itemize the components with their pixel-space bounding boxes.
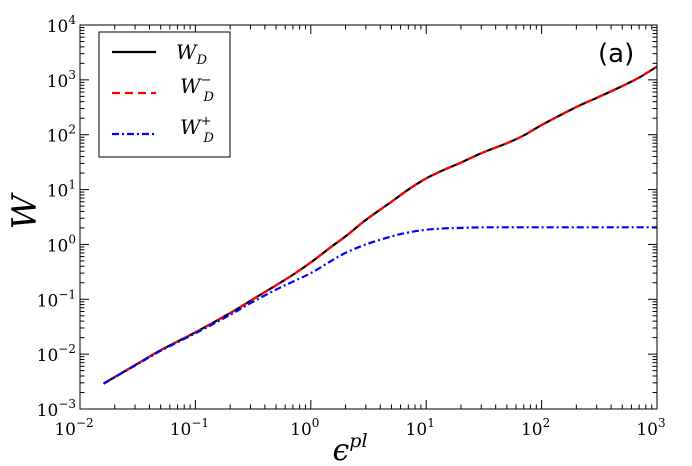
legend-entry-wd-sub: D	[196, 53, 208, 68]
x-tick-label-base: 10	[290, 420, 312, 440]
y-tick-label-exp: 3	[68, 68, 76, 82]
legend-entry-wd-plus: W+ D	[180, 114, 214, 146]
plot-frame	[79, 24, 658, 410]
x-tick-label: 10−2	[54, 416, 93, 440]
y-tick-label-base: 10	[47, 17, 69, 37]
y-tick-label-exp: 4	[68, 13, 76, 27]
y-tick-label: 10−3	[37, 397, 76, 421]
legend-entry-wd-minus-sub: D	[202, 90, 214, 105]
x-axis-label-base: ϵ	[332, 433, 349, 466]
y-tick-label-exp: 1	[68, 178, 76, 192]
x-tick-label-exp: −1	[191, 416, 209, 430]
y-tick-label: 102	[47, 123, 76, 147]
legend-entry-wd-plus-main: W	[180, 115, 202, 139]
legend-entry-wd-minus-main: W	[180, 74, 202, 98]
y-tick-label: 100	[47, 232, 76, 256]
x-tick-label-base: 10	[406, 420, 428, 440]
x-tick-label-base: 10	[521, 420, 543, 440]
y-tick-label-exp: −1	[58, 287, 76, 301]
x-tick-label-exp: 0	[312, 416, 320, 430]
x-tick-labels: 10−2 10−1 100 101 102 103	[54, 416, 665, 440]
y-tick-label-base: 10	[47, 127, 69, 147]
y-tick-label-base: 10	[37, 401, 59, 421]
x-tick-label-base: 10	[636, 420, 658, 440]
y-tick-label: 101	[47, 178, 76, 202]
y-tick-label-base: 10	[47, 236, 69, 256]
legend-entry-wd-main: W	[176, 40, 198, 64]
x-tick-label: 101	[406, 416, 435, 440]
x-axis-label-sup: pl	[349, 430, 367, 452]
tick-layer	[79, 25, 657, 410]
x-tick-label-exp: −2	[76, 416, 94, 430]
legend-entry-wd-minus-sup: −	[201, 73, 212, 88]
x-tick-label-exp: 2	[543, 416, 551, 430]
x-tick-label-exp: 1	[427, 416, 435, 430]
series-wd-minus-line	[103, 65, 658, 385]
legend-entry-wd: WD	[176, 40, 208, 68]
panel-label: (a)	[598, 39, 634, 69]
y-tick-label-base: 10	[37, 346, 59, 366]
x-tick-label-base: 10	[170, 420, 192, 440]
legend: WD W− D W+ D	[98, 31, 231, 158]
y-tick-label-base: 10	[47, 182, 69, 202]
x-tick-label-exp: 3	[658, 416, 666, 430]
x-tick-label: 100	[290, 416, 319, 440]
y-tick-label: 104	[47, 13, 77, 37]
y-tick-label-exp: 2	[68, 123, 76, 137]
y-tick-label: 103	[47, 68, 76, 92]
x-tick-label: 103	[636, 416, 665, 440]
y-tick-label-base: 10	[37, 291, 59, 311]
y-tick-label: 10−2	[37, 342, 76, 366]
y-tick-label-base: 10	[47, 72, 69, 92]
x-tick-label: 102	[521, 416, 550, 440]
series-layer	[103, 65, 658, 385]
y-axis-label: W	[5, 191, 45, 229]
y-tick-label-exp: −3	[58, 397, 76, 411]
x-tick-label: 10−1	[170, 416, 209, 440]
series-wd-plus-line	[103, 226, 657, 385]
y-tick-label-exp: 0	[68, 232, 76, 246]
x-axis-label: ϵpl	[332, 430, 367, 466]
x-tick-label-base: 10	[54, 420, 76, 440]
y-tick-label: 10−1	[37, 287, 76, 311]
y-tick-label-exp: −2	[58, 342, 76, 356]
legend-entry-wd-plus-sup: +	[201, 114, 212, 129]
legend-entry-wd-plus-sub: D	[202, 131, 214, 146]
legend-entry-wd-minus: W− D	[180, 73, 214, 105]
